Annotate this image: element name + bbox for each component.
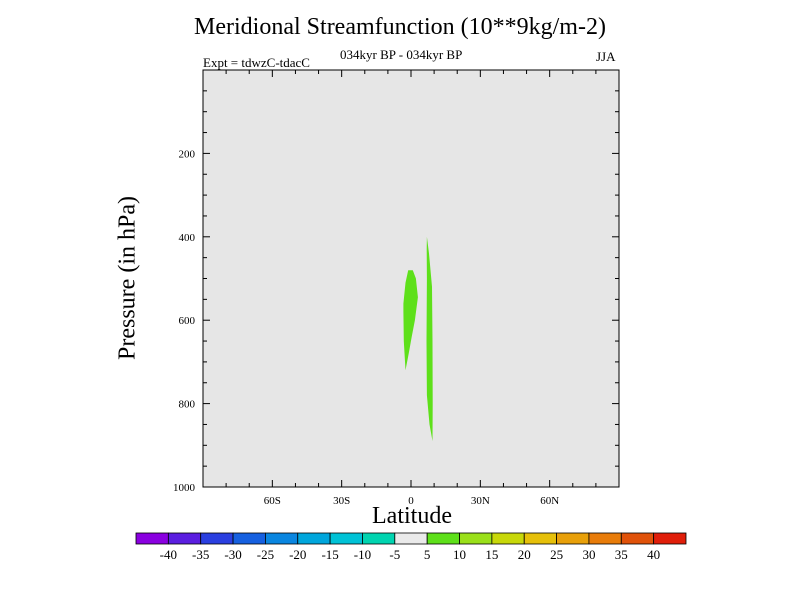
y-tick-label: 200 [179,148,196,160]
colorbar-label: -25 [257,547,274,562]
x-tick-label: 60S [264,495,281,507]
chart-title: Meridional Streamfunction (10**9kg/m-2) [194,14,606,40]
colorbar-swatch [620,532,655,545]
colorbar-label: 10 [453,547,466,562]
colorbar-swatch [232,532,266,545]
colorbar-swatch [653,532,687,545]
colorbar-swatch [200,532,234,545]
y-axis-label: Pressure (in hPa) [114,196,141,360]
colorbar-swatch [556,532,590,545]
colorbar-label: 40 [647,547,660,562]
colorbar-swatch [491,532,525,545]
colorbar-swatch [265,532,299,545]
x-tick-label: 0 [408,495,414,507]
chart-subtitle: 034kyr BP - 034kyr BP [340,47,463,62]
experiment-label: Expt = tdwzC-tdacC [203,55,310,70]
x-tick-label: 30N [471,495,490,507]
colorbar-label: 25 [550,547,563,562]
colorbar-label: -5 [389,547,400,562]
colorbar-label: 20 [518,547,531,562]
colorbar-swatch [588,532,622,545]
colorbar-swatch [297,532,331,545]
colorbar-label: 35 [615,547,628,562]
colorbar-swatch [329,532,363,545]
colorbar-label: 5 [424,547,431,562]
colorbar-label: -20 [289,547,306,562]
colorbar-swatch [426,532,460,545]
y-tick-label: 600 [179,315,196,327]
x-tick-label: 60N [540,495,559,507]
colorbar-swatch [459,532,493,545]
colorbar-swatch [362,532,396,545]
colorbar-swatch [523,532,557,545]
season-label: JJA [596,49,616,64]
colorbar-label: 15 [485,547,498,562]
y-tick-label: 800 [179,399,196,411]
colorbar-swatch [167,532,202,545]
y-tick-label: 1000 [173,482,196,494]
y-tick-label: 400 [179,232,196,244]
x-tick-label: 30S [333,495,350,507]
colorbar-swatch [135,532,169,545]
colorbar-label: -10 [354,547,371,562]
region-west [403,270,418,371]
x-axis-label: Latitude [372,503,452,529]
colorbar-label: -40 [160,547,177,562]
colorbar-label: -15 [321,547,338,562]
colorbar-swatch [394,532,428,545]
colorbar-label: -30 [224,547,241,562]
region-east [426,236,433,442]
colorbar-label: 30 [582,547,595,562]
colorbar-label: -35 [192,547,209,562]
